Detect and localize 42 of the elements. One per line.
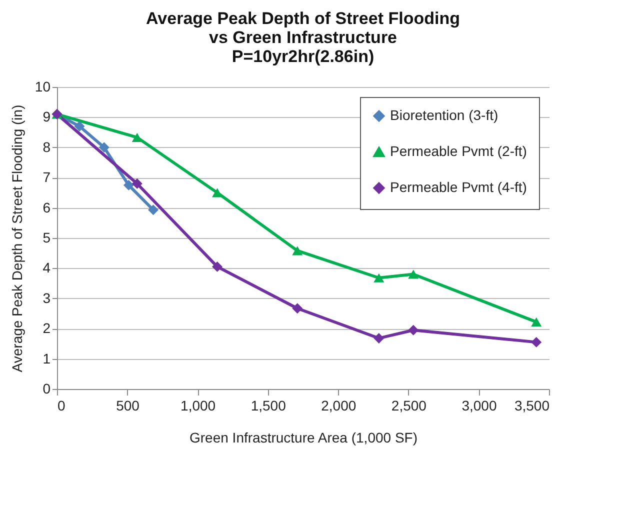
x-tick-label: 1,500 <box>250 398 286 414</box>
point <box>74 121 85 132</box>
y-tick-label: 3 <box>42 290 51 306</box>
x-tick-label: 2,500 <box>391 398 427 414</box>
point <box>132 132 142 142</box>
point <box>408 324 419 336</box>
point <box>212 261 222 272</box>
y-tick-label: 1 <box>42 350 51 366</box>
legend-label: Permeable Pvmt (4-ft) <box>390 179 527 195</box>
point <box>531 317 542 326</box>
point <box>374 273 384 282</box>
point <box>292 303 303 314</box>
point <box>212 188 222 198</box>
point <box>148 204 159 216</box>
legend-label: Permeable Pvmt (2-ft) <box>390 143 527 159</box>
y-axis-title: Average Peak Depth of Street Flooding (in) <box>8 104 25 372</box>
x-tick-label: 2,000 <box>321 398 356 414</box>
y-tick-label: 0 <box>42 380 51 396</box>
x-tick-label: 1,000 <box>180 398 216 414</box>
chart-subtitle: P=10yr2hr(2.86in) <box>232 47 374 66</box>
x-tick-label: 3,500 <box>514 398 550 414</box>
point <box>531 336 542 348</box>
y-tick-label: 5 <box>42 230 51 246</box>
y-tick-label: 2 <box>42 320 51 336</box>
x-tick-label: 3,000 <box>462 398 497 414</box>
y-tick-label: 4 <box>42 260 51 276</box>
point <box>292 246 303 256</box>
point <box>132 178 142 189</box>
point <box>374 333 384 344</box>
x-axis-title: Green Infrastructure Area (1,000 SF) <box>190 430 418 446</box>
point <box>408 270 419 279</box>
y-tick-label: 8 <box>42 138 51 155</box>
y-tick-label: 9 <box>42 108 51 125</box>
y-tick-label: 6 <box>42 199 51 216</box>
point <box>123 180 134 190</box>
chart-title: Average Peak Depth of Street Flooding vs Green Infrastructure <box>146 9 460 47</box>
legend-label: Bioretention (3-ft) <box>390 107 498 123</box>
x-tick-label: 0 <box>58 398 66 414</box>
y-tick-label: 10 <box>34 78 51 94</box>
x-tick-label: 500 <box>116 398 140 414</box>
point <box>98 142 110 153</box>
y-tick-label: 7 <box>42 169 51 186</box>
